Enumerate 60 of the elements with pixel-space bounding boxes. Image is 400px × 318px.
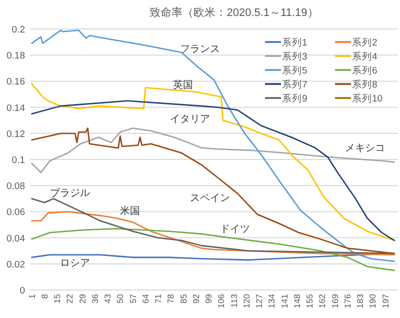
annotation: スペイン	[190, 193, 230, 204]
x-tick-label: 148	[292, 294, 302, 308]
x-tick-label: 99	[204, 294, 214, 304]
legend-label: 系列10	[352, 92, 383, 104]
y-tick-label: 0.02	[6, 259, 25, 270]
annotation: 米国	[120, 205, 140, 217]
legend-label: 系列6	[352, 64, 378, 76]
x-tick-label: 92	[190, 294, 201, 304]
legend-label: 系列3	[282, 50, 308, 62]
annotation: ロシア	[60, 258, 90, 269]
x-tick-label: 134	[266, 294, 277, 308]
x-tick-label: 85	[178, 294, 188, 304]
legend-label: 系列1	[282, 36, 308, 48]
legend-label: 系列7	[282, 78, 308, 90]
x-tick-label: 197	[380, 294, 390, 308]
y-tick-label: 0	[20, 286, 25, 296]
y-tick-label: 0.2	[12, 24, 25, 36]
chart-title: 致命率（欧米：2020.5.1～11.19）	[150, 6, 318, 19]
x-tick-label: 36	[90, 294, 100, 304]
x-tick-label: 15	[52, 294, 62, 304]
x-tick-label: 183	[355, 294, 366, 308]
x-tick-label: 120	[241, 294, 252, 308]
y-tick-label: 0.16	[6, 76, 25, 88]
x-tick-label: 127	[254, 294, 264, 308]
y-tick-label: 0.06	[6, 207, 25, 218]
x-tick-label: 141	[279, 294, 290, 308]
x-tick-label: 50	[115, 294, 126, 304]
x-tick-label: 22	[64, 294, 75, 304]
y-tick-label: 0.18	[6, 50, 25, 62]
annotation: ブラジル	[50, 187, 90, 199]
x-tick-label: 190	[368, 294, 378, 308]
y-tick-label: 0.1	[12, 155, 25, 166]
x-tick-label: 78	[166, 294, 176, 304]
x-tick-label: 176	[342, 294, 352, 308]
x-tick-label: 1	[26, 294, 37, 299]
x-tick-label: 155	[304, 294, 315, 308]
legend-label: 系列5	[282, 64, 308, 76]
x-tick-label: 57	[128, 294, 138, 304]
y-tick-label: 0.12	[6, 128, 25, 140]
x-tick-label: 106	[216, 294, 226, 308]
annotation: イタリア	[170, 114, 210, 125]
x-tick-label: 169	[330, 294, 340, 308]
y-tick-label: 0.08	[6, 181, 25, 192]
x-tick-label: 113	[228, 294, 239, 308]
x-tick-label: 64	[140, 294, 150, 304]
y-tick-label: 0.04	[6, 233, 25, 244]
legend-label: 系列2	[352, 36, 378, 48]
annotation: 英国	[173, 79, 193, 91]
annotation: ドイツ	[220, 224, 250, 235]
x-tick-label: 162	[317, 294, 328, 308]
annotation: メキシコ	[345, 143, 385, 154]
x-tick-label: 8	[39, 294, 50, 299]
legend-label: 系列8	[352, 78, 378, 90]
legend-label: 系列4	[352, 50, 378, 62]
x-tick-label: 43	[102, 294, 113, 304]
x-tick-label: 29	[77, 294, 88, 304]
y-tick-label: 0.14	[6, 102, 25, 114]
x-tick-label: 71	[153, 294, 164, 304]
legend-label: 系列9	[282, 92, 308, 104]
annotation: フランス	[180, 44, 220, 55]
